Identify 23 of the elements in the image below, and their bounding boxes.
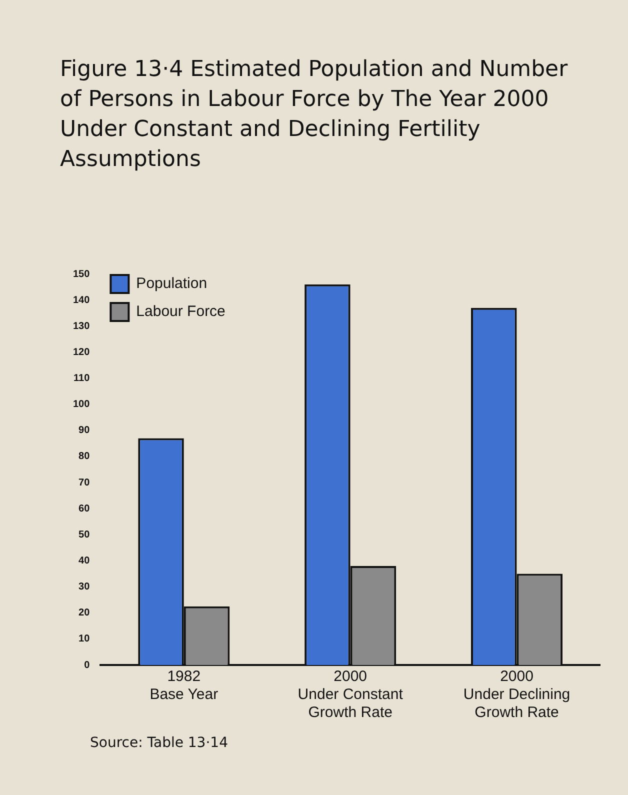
y-tick-label: 10 bbox=[78, 634, 90, 645]
y-tick-label: 80 bbox=[78, 451, 90, 462]
source-note: Source: Table 13·14 bbox=[90, 735, 228, 751]
x-tick-label: 2000 Under Declining Growth Rate bbox=[463, 668, 570, 722]
y-tick-label: 20 bbox=[78, 608, 90, 619]
y-tick-label: 90 bbox=[78, 425, 90, 436]
y-tick-label: 0 bbox=[84, 660, 90, 671]
y-tick-label: 70 bbox=[78, 477, 90, 488]
y-tick-label: 40 bbox=[78, 555, 90, 566]
y-tick-label: 140 bbox=[72, 294, 90, 306]
legend-label: Labour Force bbox=[136, 303, 226, 320]
x-tick-label: 1982 Base Year bbox=[150, 668, 218, 704]
x-tick-label: 2000 Under Constant Growth Rate bbox=[298, 668, 404, 722]
y-tick-label: 110 bbox=[74, 373, 90, 384]
chart-title: Figure 13·4 Estimated Population and Number of Persons in Labour Force by The Year 2000 Under Constant and Declining Fertility Assumptions bbox=[60, 56, 569, 174]
legend-label: Population bbox=[136, 275, 208, 292]
y-tick-label: 100 bbox=[72, 399, 90, 410]
y-tick-label: 30 bbox=[78, 582, 90, 593]
y-tick-label: 150 bbox=[72, 268, 90, 280]
y-tick-label: 60 bbox=[78, 503, 90, 514]
y-tick-label: 50 bbox=[78, 529, 90, 540]
y-tick-label: 120 bbox=[72, 346, 90, 358]
y-tick-label: 130 bbox=[72, 320, 90, 332]
